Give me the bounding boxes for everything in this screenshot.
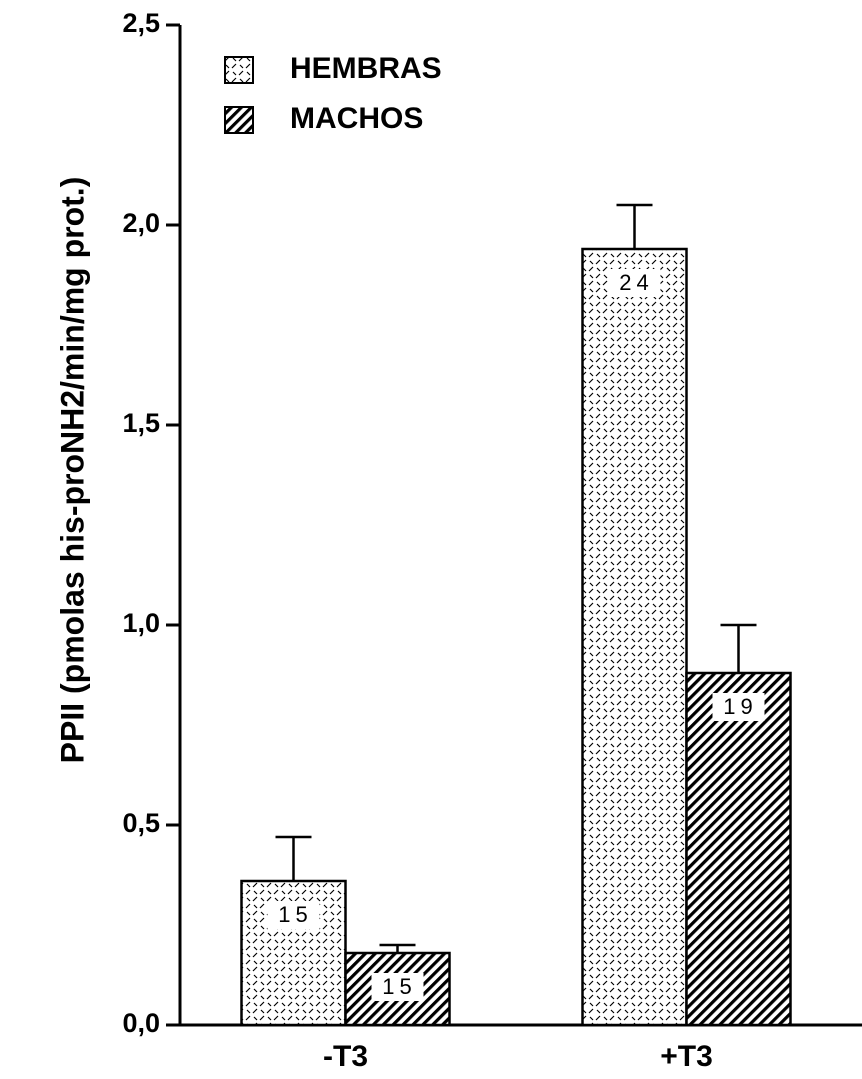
- legend-label: MACHOS: [290, 102, 423, 135]
- n-label: 15: [382, 974, 416, 999]
- n-label: 15: [278, 902, 312, 927]
- n-label-bg: [267, 901, 320, 929]
- n-label-bg: [371, 973, 424, 1001]
- n-label-bg: [608, 269, 661, 297]
- bar: [685, 671, 792, 1027]
- y-tick-label: 1,5: [122, 408, 160, 438]
- y-axis-label: PPII (pmolas his-proNH2/min/mg prot.): [54, 177, 90, 764]
- n-label-bg: [712, 693, 765, 721]
- bar: [581, 247, 688, 1027]
- y-tick-label: 2,0: [122, 208, 160, 238]
- x-tick-label: -T3: [323, 1040, 368, 1073]
- legend-label: HEMBRAS: [290, 52, 442, 85]
- y-tick-label: 0,5: [122, 808, 160, 838]
- y-tick-label: 0,0: [122, 1008, 160, 1038]
- y-tick-label: 1,0: [122, 608, 160, 638]
- legend-swatch: [224, 56, 254, 84]
- x-tick-label: +T3: [660, 1040, 713, 1073]
- n-label: 24: [619, 270, 653, 295]
- legend-swatch: [224, 106, 254, 134]
- y-tick-label: 2,5: [122, 8, 160, 38]
- n-label: 19: [723, 694, 757, 719]
